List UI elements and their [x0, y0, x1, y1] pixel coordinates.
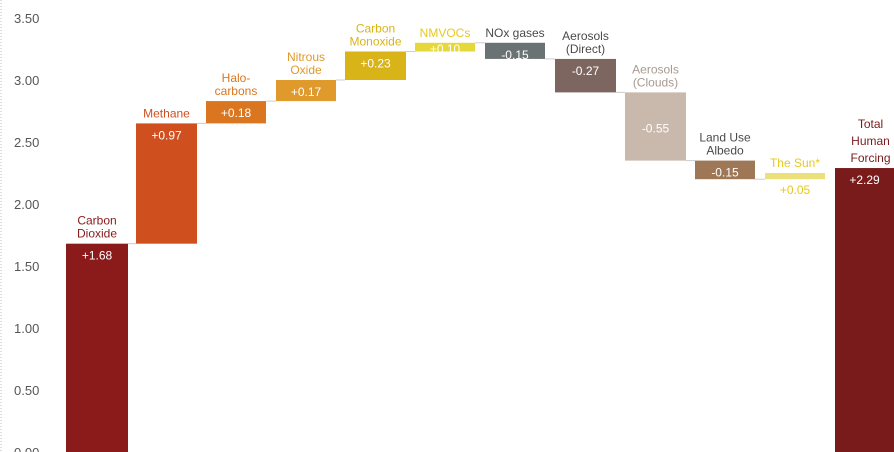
y-tick-label: 0.50	[14, 383, 39, 398]
value-label: -0.15	[501, 48, 529, 62]
value-label: +0.23	[360, 56, 391, 70]
category-label: NMVOCs	[420, 26, 471, 40]
y-tick-label: 2.00	[14, 197, 39, 212]
value-label: +0.10	[430, 42, 461, 56]
value-label: +0.18	[221, 106, 252, 120]
category-label: Forcing	[850, 151, 890, 165]
y-tick-label: 1.50	[14, 259, 39, 274]
category-label: (Direct)	[566, 42, 605, 56]
category-label: Carbon	[77, 214, 116, 228]
value-label: -0.55	[642, 121, 670, 135]
value-label: +0.97	[151, 128, 182, 142]
category-label: NOx gases	[485, 26, 544, 40]
category-label: Oxide	[290, 63, 322, 77]
category-label: The Sun*	[770, 156, 820, 170]
bar	[835, 168, 894, 452]
category-label: Aerosols	[632, 62, 679, 76]
bars-group	[66, 43, 894, 452]
bar	[66, 244, 128, 452]
category-label: Land Use	[699, 131, 751, 145]
value-label: +1.68	[82, 249, 113, 263]
value-label: -0.27	[572, 64, 600, 78]
category-label: (Clouds)	[633, 75, 678, 89]
y-tick-label: 3.50	[14, 11, 39, 26]
bar	[765, 173, 825, 179]
category-label: Halo-	[222, 71, 251, 85]
value-label: +0.05	[780, 183, 811, 197]
category-label: Methane	[143, 106, 190, 120]
category-label: Dioxide	[77, 227, 117, 241]
y-tick-label: 2.50	[14, 135, 39, 150]
value-label: +2.29	[849, 173, 880, 187]
y-tick-label: 0.00	[14, 445, 39, 452]
value-label: +0.17	[291, 85, 322, 99]
y-axis: 0.00 0.50 1.00 1.50 2.00 2.50 3.00 3.50	[1, 0, 39, 452]
category-label: Aerosols	[562, 29, 609, 43]
category-label: Monoxide	[349, 34, 401, 48]
category-label: carbons	[215, 84, 258, 98]
category-label: Total	[858, 117, 883, 131]
category-label: Carbon	[356, 21, 395, 35]
y-tick-label: 3.00	[14, 73, 39, 88]
category-label: Nitrous	[287, 50, 325, 64]
category-label: Albedo	[706, 144, 744, 158]
category-label: Human	[851, 134, 890, 148]
y-tick-label: 1.00	[14, 321, 39, 336]
value-label: -0.15	[711, 166, 739, 180]
